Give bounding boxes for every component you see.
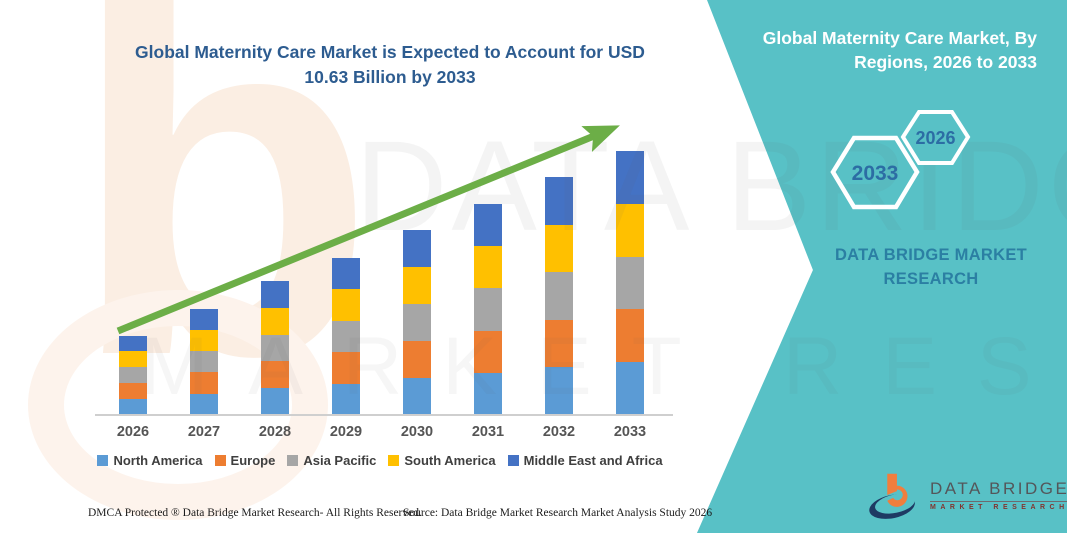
legend-label: Middle East and Africa: [523, 453, 663, 468]
bar-segment-europe: [190, 372, 218, 394]
x-axis-label-2032: 2032: [542, 424, 576, 440]
dbmr-logo-icon: [869, 473, 915, 519]
bar-segment-north-america: [545, 367, 573, 415]
x-axis-label-2029: 2029: [329, 424, 363, 440]
bar-segment-south-america: [403, 267, 431, 304]
brand-caption-line2: RESEARCH: [883, 269, 979, 288]
stacked-bar-2026: [119, 335, 147, 415]
bar-segment-asia-pacific: [190, 351, 218, 373]
footer-source-text: Source: Data Bridge Market Research Mark…: [403, 507, 713, 519]
panel-heading-line1: Global Maternity Care Market, By: [762, 28, 1037, 48]
dbmr-logo-tagline: MARKET RESEARCH: [930, 504, 1067, 511]
panel-heading-line2: Regions, 2026 to 2033: [854, 51, 1037, 72]
bar-segment-middle-east-and-africa: [261, 281, 289, 308]
legend-label: Europe: [230, 453, 276, 468]
bar-segment-europe: [332, 352, 360, 384]
dbmr-logo-name: DATA BRIDGE: [930, 479, 1067, 502]
bar-segment-middle-east-and-africa: [616, 151, 644, 204]
bar-segment-europe: [403, 341, 431, 378]
bar-segment-asia-pacific: [616, 256, 644, 310]
dbmr-logo-text: DATA BRIDGE MARKET RESEARCH: [930, 479, 1067, 511]
x-axis-label-2026: 2026: [116, 424, 150, 440]
legend-item-europe: Europe: [214, 453, 276, 468]
x-axis-label-2030: 2030: [400, 424, 434, 440]
legend-item-north-america: North America: [97, 453, 203, 468]
bar-segment-south-america: [119, 351, 147, 368]
hexagon-2033: [830, 135, 920, 210]
bar-segment-north-america: [190, 393, 218, 415]
legend-label: Asia Pacific: [303, 453, 377, 468]
hexagon-2026: [900, 110, 971, 165]
legend-label: North America: [113, 453, 203, 468]
x-axis-line: [95, 414, 673, 416]
dbmr-logo: DATA BRIDGE MARKET RESEARCH: [866, 466, 1067, 524]
x-axis-label-2028: 2028: [258, 424, 292, 440]
x-axis-label-2033: 2033: [613, 424, 647, 440]
legend-swatch: [214, 455, 226, 466]
bar-segment-south-america: [190, 329, 218, 352]
watermark-marketresearch-text: MARKET RESEARCH: [140, 321, 1067, 412]
hexagon-2033-label: 2033: [852, 162, 899, 185]
chart-title-line1: Global Maternity Care Market is Expected…: [135, 42, 645, 62]
x-axis-label-2027: 2027: [187, 424, 221, 440]
bar-segment-asia-pacific: [545, 272, 573, 320]
bar-segment-south-america: [332, 289, 360, 321]
bar-segment-europe: [119, 383, 147, 400]
bar-segment-north-america: [261, 388, 289, 415]
bar-segment-north-america: [403, 378, 431, 415]
chart-legend: North America Europe Asia Pacific South Ame…: [80, 453, 680, 468]
bar-segment-north-america: [332, 383, 360, 415]
panel-heading: Global Maternity Care Market, By Regions…: [737, 27, 1037, 74]
brand-caption: DATA BRIDGE MARKET RESEARCH: [831, 244, 1031, 292]
bar-segment-north-america: [474, 372, 502, 415]
x-axis-label-2031: 2031: [471, 424, 505, 440]
footer-dmca-text: DMCA Protected ® Data Bridge Market Rese…: [88, 507, 422, 519]
bar-segment-europe: [261, 361, 289, 389]
chart-title-line2: 10.63 Billion by 2033: [304, 66, 476, 87]
bar-segment-north-america: [616, 362, 644, 415]
stacked-bar-2033: [616, 151, 644, 415]
legend-item-middle-east-and-africa: Middle East and Africa: [507, 453, 663, 468]
chart-title: Global Maternity Care Market is Expected…: [110, 40, 670, 89]
legend-item-south-america: South America: [388, 453, 496, 468]
bar-segment-north-america: [119, 399, 147, 415]
brand-caption-line1: DATA BRIDGE MARKET: [834, 246, 1028, 264]
legend-swatch: [388, 455, 400, 466]
legend-label: South America: [404, 453, 496, 468]
legend-item-asia-pacific: Asia Pacific: [287, 453, 376, 468]
year-hexagons: 2033 2026: [830, 110, 971, 210]
bar-segment-asia-pacific: [261, 334, 289, 362]
bar-segment-asia-pacific: [119, 367, 147, 384]
legend-swatch: [97, 455, 109, 466]
legend-swatch: [287, 455, 299, 466]
bar-segment-europe: [474, 330, 502, 373]
bar-segment-south-america: [616, 203, 644, 257]
hexagon-2026-label: 2026: [915, 128, 955, 148]
legend-swatch: [507, 455, 519, 466]
bar-segment-europe: [616, 309, 644, 363]
bar-segment-middle-east-and-africa: [119, 335, 147, 352]
